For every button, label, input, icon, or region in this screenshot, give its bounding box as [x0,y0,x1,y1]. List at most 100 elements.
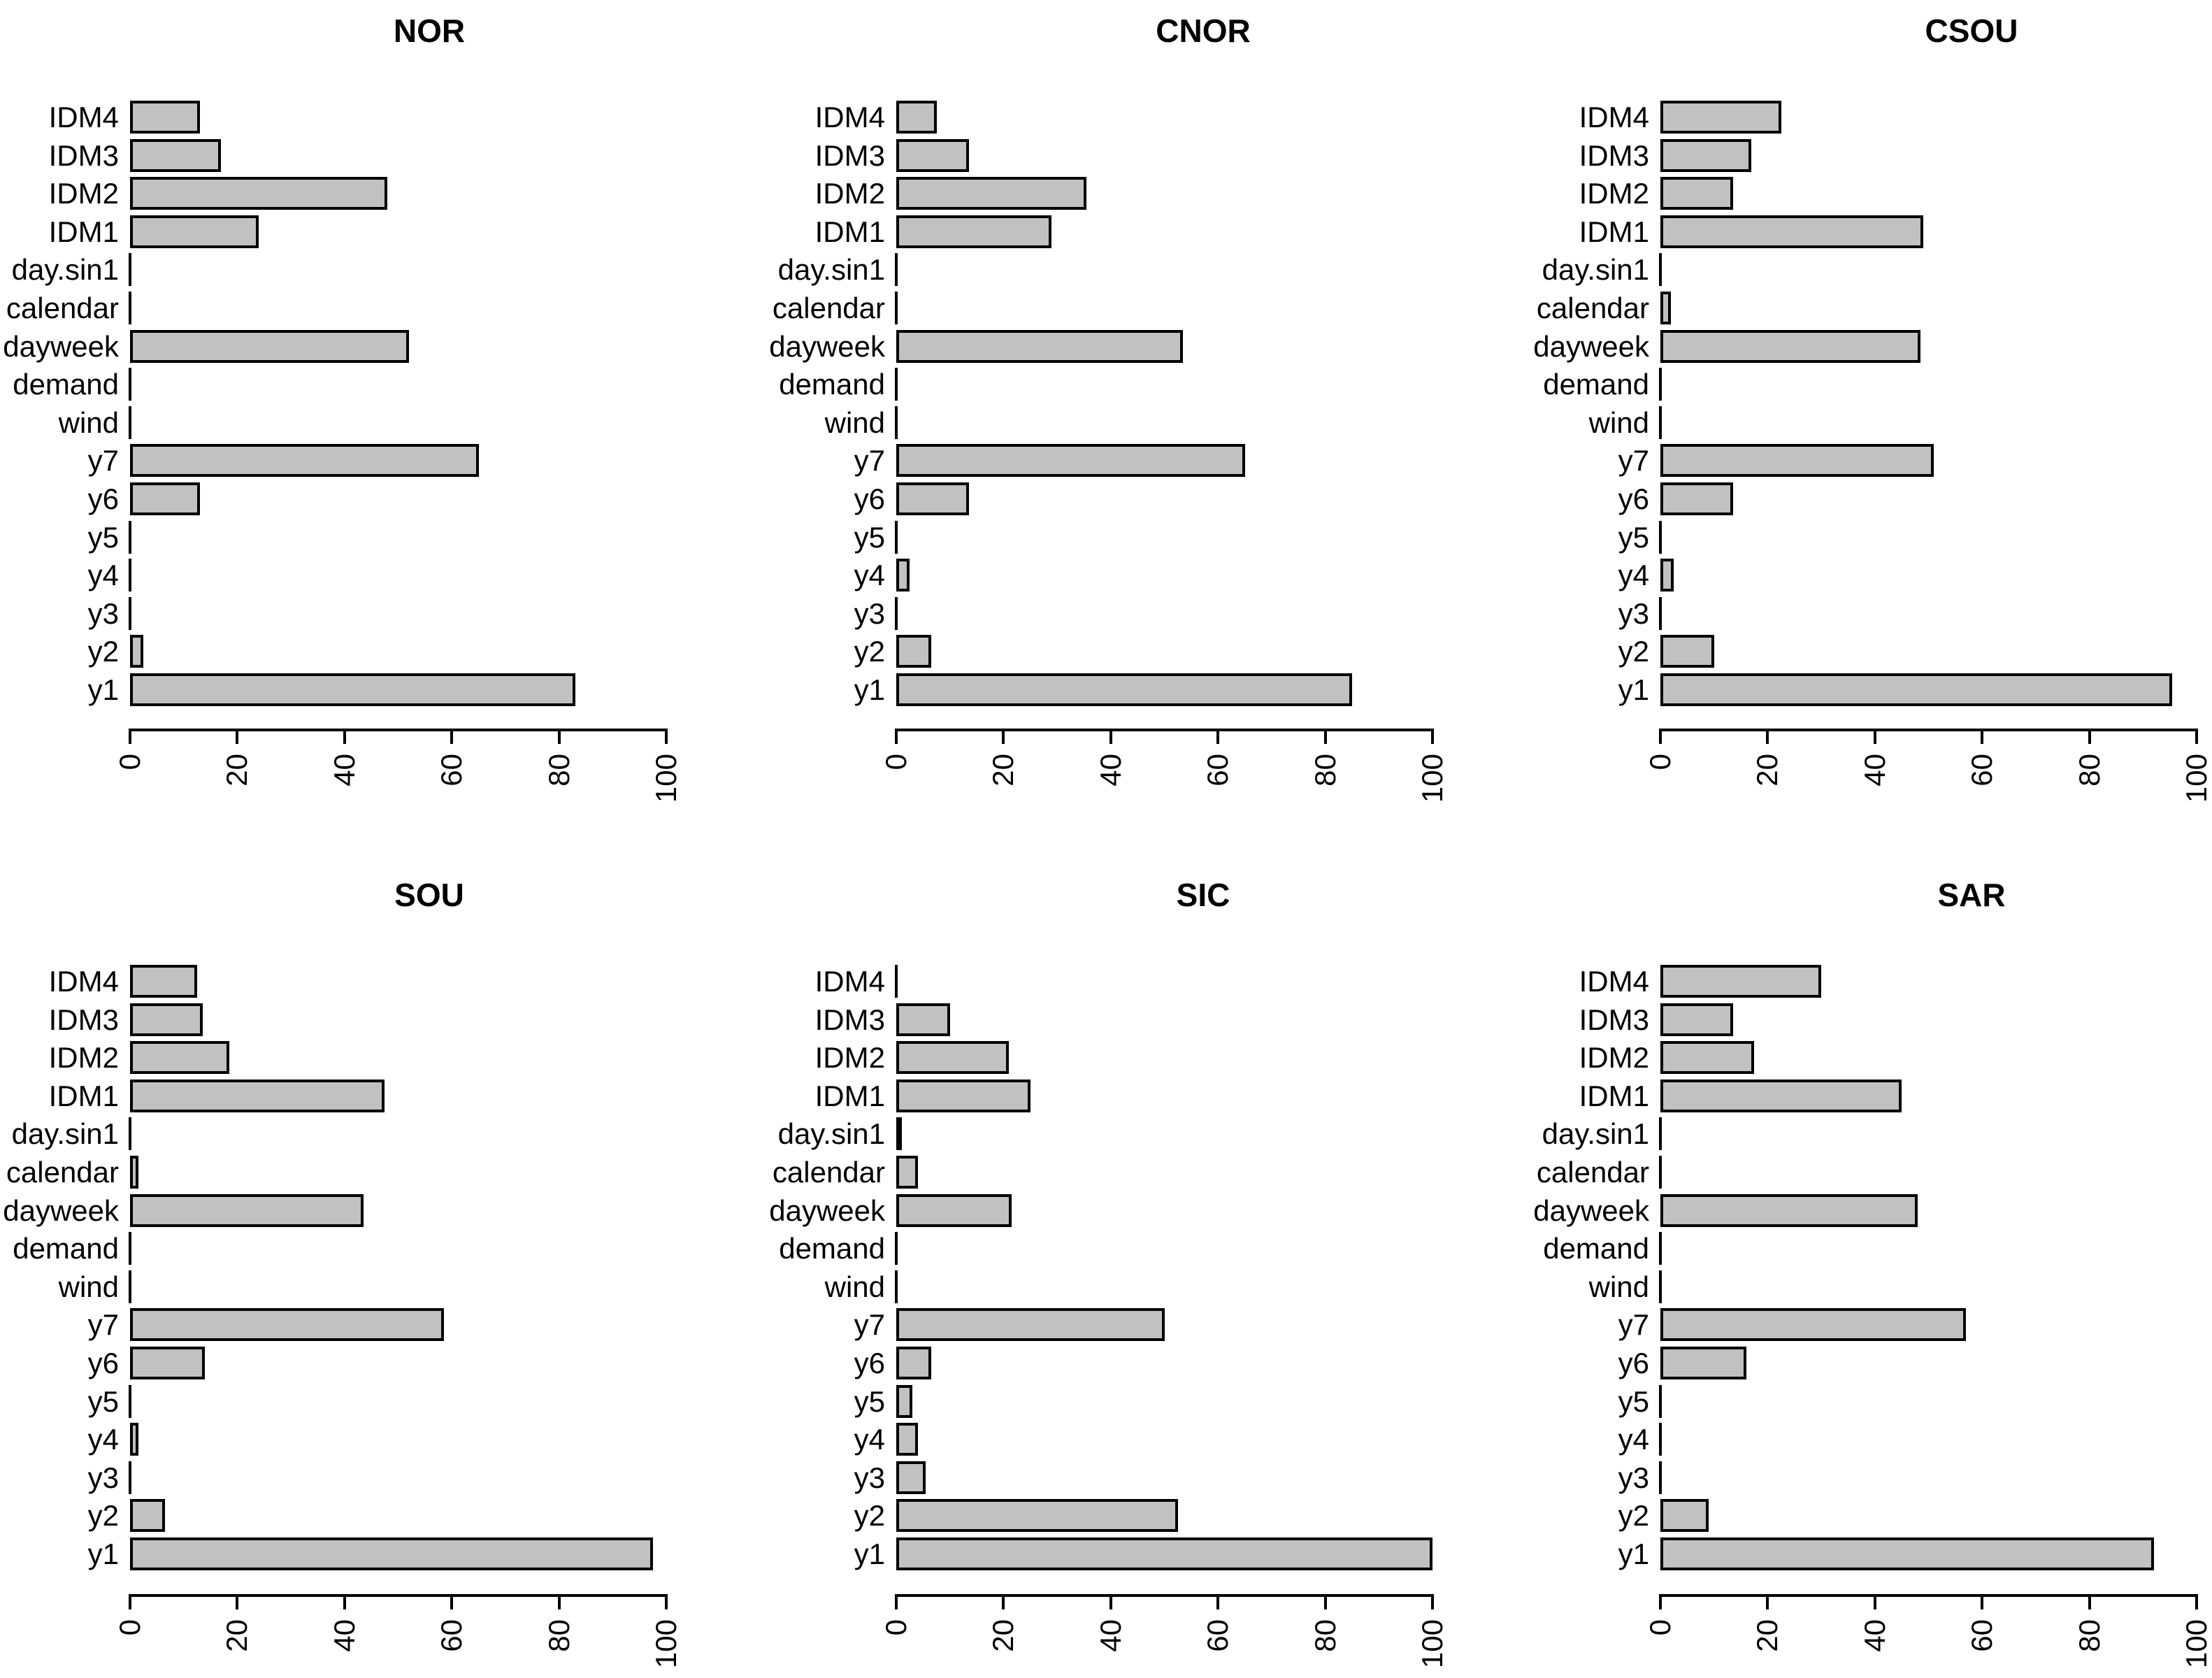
category-label-demand: demand [13,368,119,401]
x-axis-tick [557,1595,561,1609]
category-label-day.sin1: day.sin1 [11,253,119,287]
zero-baseline-segment [1659,1117,1662,1151]
category-label-IDM2: IDM2 [814,177,885,210]
category-label-IDM4: IDM4 [1579,101,1649,134]
bar-nor-y1 [130,673,575,706]
category-label-dayweek: dayweek [3,329,119,363]
x-axis-tick [1659,1595,1662,1609]
x-axis-tick [1431,730,1434,744]
zero-baseline-segment [129,1270,131,1303]
category-label-y2: y2 [1618,1499,1649,1533]
bar-sic-day.sin1 [896,1117,902,1151]
zero-baseline-segment [1659,253,1662,287]
x-axis-tick [665,730,668,744]
x-axis-tick [1109,730,1112,744]
category-label-y1: y1 [1618,1537,1649,1570]
zero-baseline-segment [1659,596,1662,630]
category-label-y7: y7 [87,444,119,478]
category-label-IDM3: IDM3 [48,1003,119,1036]
category-label-IDM2: IDM2 [48,177,119,210]
bar-sou-y7 [130,1308,444,1342]
bar-sar-IDM3 [1660,1003,1733,1036]
bar-nor-IDM4 [130,101,200,134]
x-axis-tick [236,730,239,744]
bar-csou-y1 [1660,673,2173,706]
category-label-y3: y3 [854,596,885,630]
category-label-wind: wind [824,406,885,439]
bar-csou-IDM3 [1660,138,1752,172]
bar-cnor-IDM1 [896,215,1052,248]
category-label-y6: y6 [854,482,885,515]
category-label-IDM3: IDM3 [1579,1003,1649,1036]
category-label-wind: wind [824,1270,885,1303]
bar-cnor-IDM2 [896,177,1087,210]
x-axis-tick [343,1595,346,1609]
x-axis-line [1659,729,2198,731]
category-label-demand: demand [13,1232,119,1265]
category-label-y5: y5 [1618,520,1649,554]
bar-sar-IDM1 [1660,1079,1902,1112]
bar-sic-y5 [896,1384,912,1418]
category-label-dayweek: dayweek [1533,329,1649,363]
category-label-y5: y5 [854,520,885,554]
x-axis-tick [895,730,898,744]
bar-sou-IDM4 [130,965,197,998]
category-label-dayweek: dayweek [769,329,885,363]
bar-sic-y3 [896,1461,926,1494]
zero-baseline-segment [129,1461,131,1494]
bar-sou-IDM1 [130,1079,385,1112]
zero-baseline-segment [1659,1270,1662,1303]
category-label-calendar: calendar [1536,292,1649,324]
category-label-y1: y1 [87,673,119,706]
category-label-dayweek: dayweek [1533,1193,1649,1227]
category-label-y4: y4 [1618,559,1649,592]
category-label-y1: y1 [854,1537,885,1570]
bar-sic-y6 [896,1347,931,1379]
category-label-calendar: calendar [772,292,885,324]
bar-cnor-y7 [896,444,1245,478]
x-axis-tick [2088,730,2091,744]
zero-baseline-segment [1659,406,1662,439]
bar-sic-calendar [896,1156,918,1189]
x-axis-line [895,729,1434,731]
category-label-wind: wind [1588,406,1649,439]
bar-nor-IDM2 [130,177,388,210]
category-label-y7: y7 [854,1308,885,1342]
bar-sar-y2 [1660,1499,1709,1533]
x-axis-tick [1659,730,1662,744]
zero-baseline-segment [895,965,898,998]
panel-title-sar: SAR [1937,877,2006,913]
category-label-IDM1: IDM1 [1579,1079,1649,1112]
category-label-wind: wind [58,406,119,439]
category-label-y4: y4 [854,559,885,592]
category-label-y6: y6 [854,1347,885,1379]
category-label-IDM4: IDM4 [48,965,119,998]
category-label-IDM3: IDM3 [814,138,885,172]
category-label-y1: y1 [87,1537,119,1570]
category-label-y2: y2 [854,1499,885,1533]
bar-sar-y6 [1660,1347,1746,1379]
category-label-y7: y7 [87,1308,119,1342]
category-label-IDM1: IDM1 [814,1079,885,1112]
bar-csou-y7 [1660,444,1934,478]
category-label-y6: y6 [1618,482,1649,515]
zero-baseline-segment [129,292,131,324]
zero-baseline-segment [1659,1384,1662,1418]
category-label-IDM1: IDM1 [48,215,119,248]
category-label-y5: y5 [87,520,119,554]
zero-baseline-segment [129,253,131,287]
category-label-y7: y7 [1618,1308,1649,1342]
bar-sic-y1 [896,1537,1432,1570]
bar-nor-IDM3 [130,138,222,172]
bar-sou-y1 [130,1537,653,1570]
category-label-y6: y6 [1618,1347,1649,1379]
category-label-y2: y2 [1618,635,1649,668]
bar-sou-calendar [130,1156,138,1189]
category-label-y4: y4 [87,1423,119,1456]
bar-csou-IDM4 [1660,101,1781,134]
bar-nor-IDM1 [130,215,259,248]
category-label-y6: y6 [87,482,119,515]
category-label-demand: demand [779,1232,885,1265]
category-label-IDM1: IDM1 [1579,215,1649,248]
category-label-y5: y5 [854,1384,885,1418]
